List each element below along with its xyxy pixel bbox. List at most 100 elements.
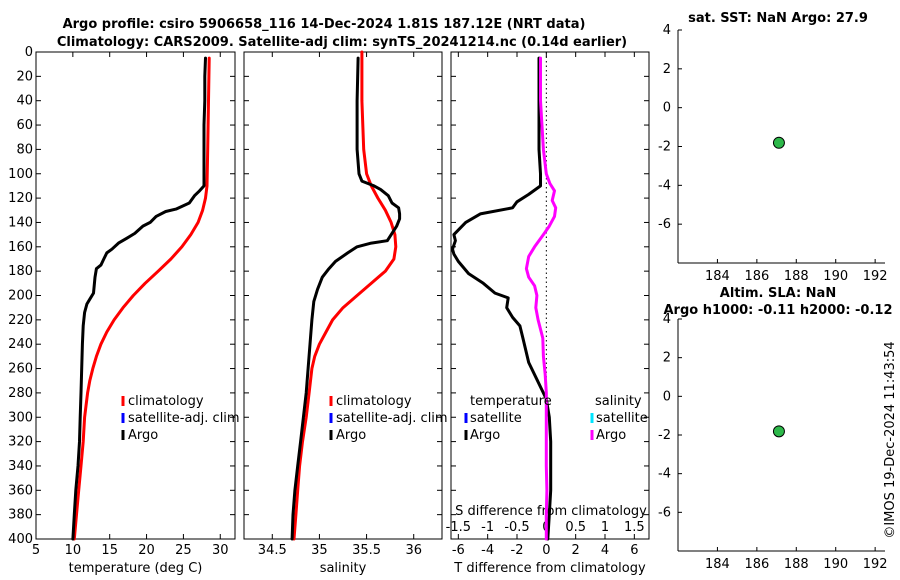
salinity-difference-tick-label: 1.5 (624, 520, 645, 535)
figure-title-line2: Climatology: CARS2009. Satellite-adj cli… (57, 35, 627, 50)
sla-ytick-label: -2 (658, 428, 671, 443)
salinity-series-argo-line (290, 56, 402, 541)
depth-tick-label: 320 (8, 435, 33, 450)
temperature-xtick-label: 10 (65, 543, 82, 558)
temperature-xtick-label: 20 (138, 543, 155, 558)
temperature-legend-label: climatology (128, 394, 204, 409)
depth-tick-label: 340 (8, 459, 33, 474)
sla-xtick-label: 190 (823, 557, 848, 572)
temperature-xlabel: temperature (deg C) (69, 561, 203, 576)
sst-ytick-label: -2 (658, 140, 671, 155)
temperature-axes-box (35, 51, 236, 540)
panel-salinity: 34.5 35 35.5 36 salinity climatology satellite… (243, 50, 448, 576)
depth-tick-label: 100 (8, 167, 33, 182)
sst-xtick-label: 190 (823, 269, 848, 284)
sla-xtick-label: 186 (744, 557, 769, 572)
salinity-difference-tick-label: 0.5 (565, 520, 586, 535)
legend-salinity-label: Argo (596, 428, 626, 443)
depth-tick-label: 380 (8, 508, 33, 523)
legend-temperature-title: temperature (470, 394, 552, 409)
sst-xtick-label: 184 (705, 269, 730, 284)
panel-sla: 184 186 188 190 192 4 2 0 -2 -4 -6 Altim. SLA: NaN A… (658, 286, 892, 572)
difference-series-s-argo-line (524, 56, 558, 541)
panel-temperature: 5 10 15 20 25 3002040608010012014016018020022… (8, 45, 239, 576)
legend-temperature-label: satellite (470, 411, 522, 426)
legend-temperature-label: Argo (470, 428, 500, 443)
depth-tick-label: 400 (8, 532, 33, 547)
sst-ytick-label: -4 (658, 178, 671, 193)
sla-float-position-marker (772, 425, 785, 438)
temperature-xtick-label: 15 (101, 543, 118, 558)
depth-tick-label: 240 (8, 337, 33, 352)
salinity-difference-tick-label: -1 (481, 520, 494, 535)
sst-ytick-label: -6 (658, 217, 671, 232)
legend-salinity-label: satellite (596, 411, 648, 426)
legend-salinity-title: salinity (595, 394, 642, 409)
salinity-difference-tick-label: 1 (601, 520, 609, 535)
timestamp-stamp: ©IMOS 19-Dec-2024 11:43:54 (883, 341, 898, 538)
sst-ytick-label: 0 (663, 101, 671, 116)
sla-xtick-label: 192 (863, 557, 888, 572)
temperature-xtick-label: 25 (175, 543, 192, 558)
salinity-series-climatology-line (292, 50, 398, 541)
temperature-series-climatology-line (72, 56, 211, 541)
salinity-axes-box (243, 51, 443, 540)
depth-tick-label: 20 (16, 69, 33, 84)
depth-tick-label: 140 (8, 215, 33, 230)
salinity-xtick-label: 34.5 (258, 543, 287, 558)
salinity-xlabel: salinity (320, 561, 367, 576)
depth-tick-label: 80 (16, 142, 33, 157)
panel-difference: -6 -4 -2 0 2 4 6 T difference from climatology S… (446, 51, 650, 576)
depth-tick-label: 200 (8, 289, 33, 304)
salinity-difference-tick-label: -1.5 (446, 520, 471, 535)
salinity-legend-label: Argo (336, 428, 366, 443)
temperature-series-argo-line (71, 56, 207, 541)
sla-panel-title: Altim. SLA: NaN (720, 286, 836, 301)
depth-tick-label: 120 (8, 191, 33, 206)
sla-ytick-label: -4 (658, 467, 671, 482)
salinity-xtick-label: 36 (405, 543, 422, 558)
sla-ytick-label: 4 (663, 312, 671, 327)
sst-xtick-label: 192 (863, 269, 888, 284)
sla-xtick-label: 184 (705, 557, 730, 572)
difference-xtick-label: 0 (542, 543, 550, 558)
salinity-difference-tick-label: -0.5 (504, 520, 529, 535)
temperature-xtick-label: 5 (32, 543, 40, 558)
sst-ytick-label: 4 (663, 23, 671, 38)
sst-xtick-label: 186 (744, 269, 769, 284)
depth-tick-label: 280 (8, 386, 33, 401)
difference-series-t-argo-line (451, 56, 553, 541)
sla-ytick-label: 2 (663, 351, 671, 366)
depth-tick-label: 40 (16, 94, 33, 109)
sla-ytick-label: 0 (663, 389, 671, 404)
depth-tick-label: 60 (16, 118, 33, 133)
salinity-xtick-label: 35 (311, 543, 328, 558)
difference-xtick-label: 4 (601, 543, 609, 558)
sst-panel-title: sat. SST: NaN Argo: 27.9 (688, 11, 868, 26)
sla-ytick-label: -6 (658, 505, 671, 520)
difference-xlabel: T difference from climatology (453, 561, 646, 576)
depth-tick-label: 220 (8, 313, 33, 328)
difference-xtick-label: 6 (630, 543, 638, 558)
depth-tick-label: 180 (8, 264, 33, 279)
difference-xtick-label: 2 (572, 543, 580, 558)
panel-sst: 184 186 188 190 192 4 2 0 -2 -4 -6 sat. SST: NaN Ar… (658, 11, 888, 284)
depth-tick-label: 300 (8, 410, 33, 425)
salinity-legend-label: satellite-adj. clim (336, 411, 448, 426)
temperature-legend-label: Argo (128, 428, 158, 443)
salinity-xtick-label: 35.5 (352, 543, 381, 558)
sst-ytick-label: 2 (663, 62, 671, 77)
sst-xtick-label: 188 (784, 269, 809, 284)
difference-xtick-label: -6 (452, 543, 465, 558)
sst-float-position-marker (772, 136, 785, 149)
difference-xtick-label: -2 (511, 543, 524, 558)
sla-panel-subtitle: Argo h1000: -0.11 h2000: -0.12 (663, 303, 892, 318)
salinity-legend-label: climatology (336, 394, 412, 409)
depth-tick-label: 360 (8, 483, 33, 498)
depth-tick-label: 260 (8, 362, 33, 377)
temperature-legend-label: satellite-adj. clim (128, 411, 240, 426)
depth-tick-label: 0 (25, 45, 33, 60)
temperature-xtick-label: 30 (212, 543, 229, 558)
salinity-difference-axis-label: S difference from climatology (455, 504, 647, 519)
